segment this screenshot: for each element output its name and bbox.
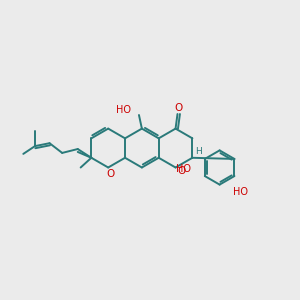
Text: H: H [195,147,202,156]
Text: HO: HO [233,188,248,197]
Text: O: O [174,103,183,113]
Text: HO: HO [176,164,191,174]
Text: HO: HO [116,105,131,115]
Text: O: O [106,169,114,179]
Text: O: O [177,167,185,176]
